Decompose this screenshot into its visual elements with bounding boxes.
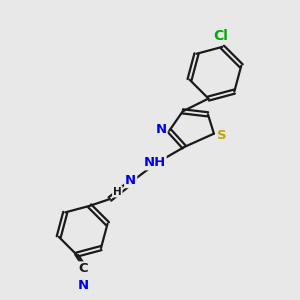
Text: N: N — [155, 123, 167, 136]
Text: H: H — [113, 187, 122, 196]
Text: S: S — [218, 129, 227, 142]
Text: Cl: Cl — [213, 29, 228, 44]
Text: N: N — [125, 174, 136, 187]
Text: C: C — [78, 262, 88, 275]
Text: NH: NH — [143, 156, 166, 169]
Text: N: N — [78, 279, 89, 292]
